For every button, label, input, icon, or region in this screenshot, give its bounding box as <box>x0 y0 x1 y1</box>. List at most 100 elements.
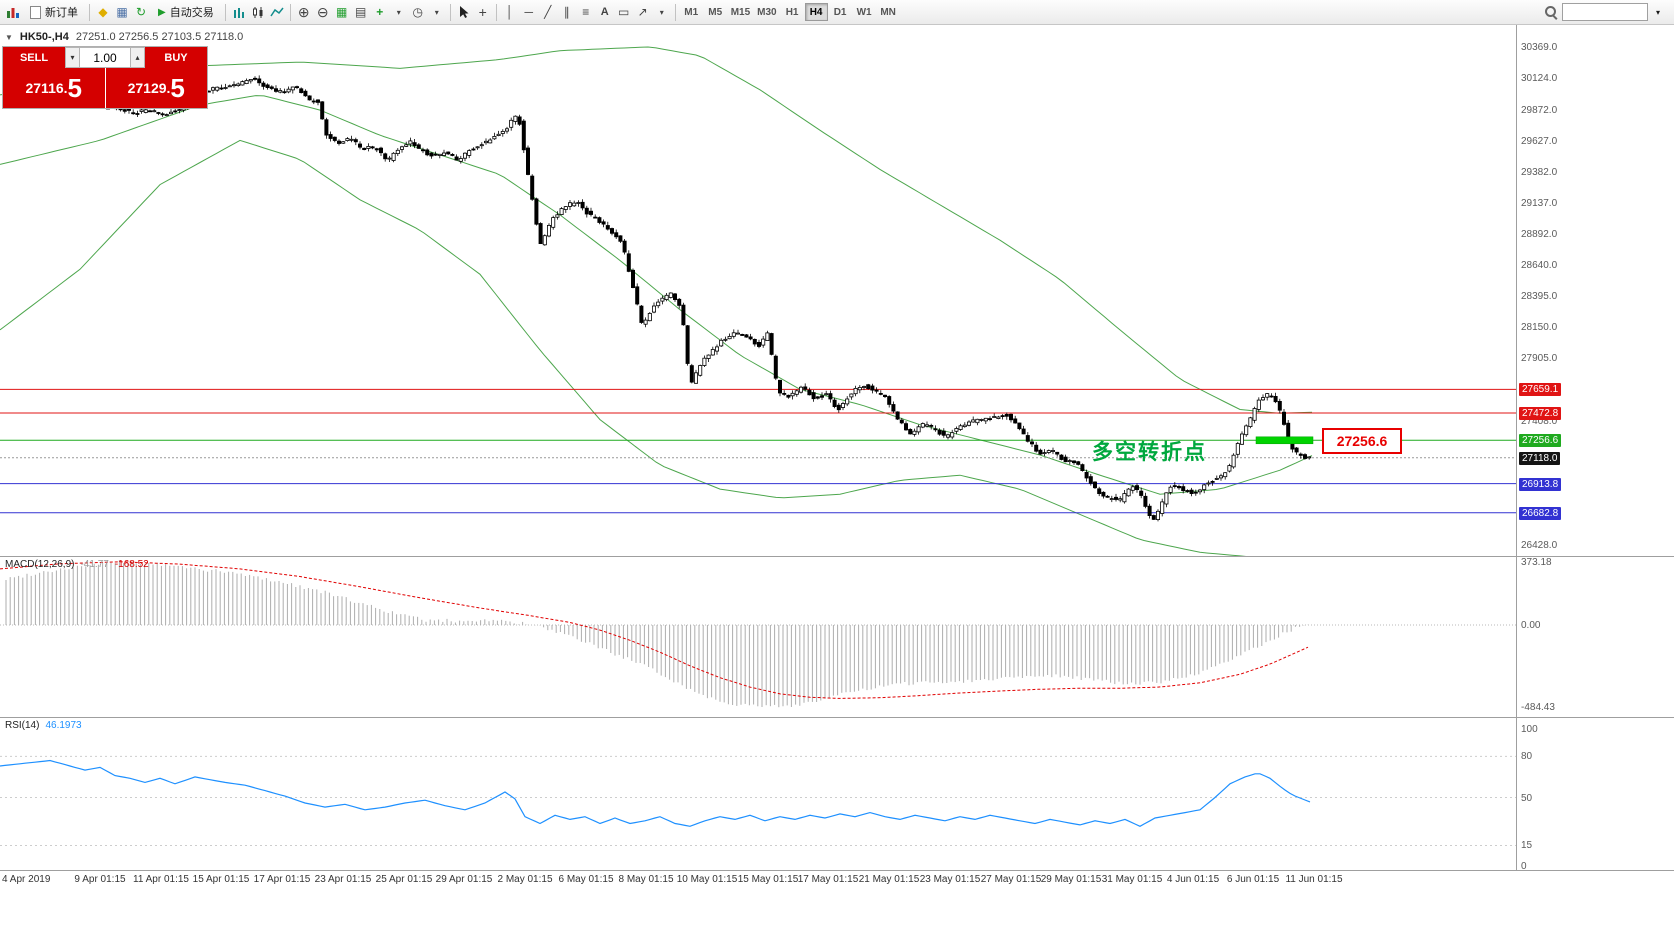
price-line-label: 26913.8 <box>1519 478 1562 491</box>
zoom-out-icon[interactable]: ⊖ <box>316 3 329 20</box>
add-chart-caret-icon[interactable]: ▾ <box>396 7 401 17</box>
timeframe-m30[interactable]: M30 <box>754 3 779 21</box>
sell-price-display[interactable]: 27116. 5 <box>3 68 106 108</box>
symbol-search-input[interactable] <box>1561 3 1648 21</box>
ohlc-values: 27251.0 27256.5 27103.5 27118.0 <box>75 31 244 43</box>
macd-histogram <box>5 560 1309 708</box>
macd-canvas[interactable] <box>0 557 1516 717</box>
buy-button[interactable]: BUY <box>145 47 207 68</box>
crosshair-icon[interactable]: + <box>478 4 487 20</box>
cursor-icon[interactable] <box>455 3 473 21</box>
volume-input[interactable] <box>80 47 130 68</box>
turning-point-annotation[interactable]: 多空转折点 <box>1092 441 1207 464</box>
timeframe-mn[interactable]: MN <box>877 3 900 21</box>
volume-increase-button[interactable]: ▴ <box>130 47 145 68</box>
fibonacci-tool-icon[interactable]: ≡ <box>582 5 590 19</box>
macd-label: MACD(12,26,9) -41.77 -168.52 <box>5 559 149 570</box>
price-callout[interactable]: 27256.6 <box>1322 428 1402 454</box>
axis-tick-label: 50 <box>1521 793 1533 804</box>
line-chart-type-icon[interactable] <box>268 3 286 21</box>
channel-tool-icon[interactable]: ∥ <box>563 5 570 19</box>
time-axis-label: 8 May 01:15 <box>618 874 674 885</box>
time-axis-label: 15 Apr 01:15 <box>192 874 250 885</box>
sell-button[interactable]: SELL <box>3 47 65 68</box>
highlight-segment[interactable] <box>1255 436 1314 445</box>
templates-caret-icon[interactable]: ▾ <box>434 7 439 17</box>
macd-name: MACD(12,26,9) <box>5 559 75 570</box>
axis-tick-label: 100 <box>1521 724 1538 735</box>
time-axis-label: 21 May 01:15 <box>858 874 920 885</box>
axis-tick-label: -484.43 <box>1521 702 1555 713</box>
text-tool-icon[interactable]: A <box>600 6 609 18</box>
time-axis-label: 9 Apr 01:15 <box>74 874 126 885</box>
time-axis[interactable]: 4 Apr 2019 9 Apr 01:15 11 Apr 01:15 15 Apr … <box>0 871 1516 890</box>
macd-main-value: -41.77 <box>80 559 109 570</box>
rsi-line <box>0 759 1311 827</box>
timeframe-m5[interactable]: M5 <box>704 3 727 21</box>
time-axis-label: 29 Apr 01:15 <box>435 874 493 885</box>
shapes-tool-icon[interactable]: ↗ <box>637 5 648 19</box>
panel-separator[interactable] <box>0 717 1674 718</box>
navigator-icon[interactable]: ↻ <box>135 5 147 19</box>
timeframe-m1[interactable]: M1 <box>680 3 703 21</box>
horizontal-line-tool-icon[interactable]: ─ <box>524 5 533 19</box>
symbol-period-label: HK50-,H4 <box>19 31 69 43</box>
time-axis-label: 31 May 01:15 <box>1101 874 1163 885</box>
rsi-canvas[interactable] <box>0 718 1516 870</box>
buy-price-display[interactable]: 27129. 5 <box>105 68 207 108</box>
tile-windows-icon[interactable]: ▤ <box>355 5 367 19</box>
one-click-toggle-icon[interactable]: ▼ <box>5 32 13 42</box>
axis-tick-label: 29382.0 <box>1521 167 1558 178</box>
search-dropdown-button[interactable]: ▾ <box>1652 2 1664 22</box>
sell-price-big-digit: 5 <box>67 73 83 103</box>
axis-tick-label: 80 <box>1521 751 1533 762</box>
auto-trading-play-icon: ▶ <box>158 6 166 18</box>
rsi-name: RSI(14) <box>5 720 40 731</box>
axis-tick-label: 28395.0 <box>1521 291 1558 302</box>
rsi-panel[interactable]: RSI(14) 46.1973 <box>0 718 1516 870</box>
clock-icon[interactable]: ◷ <box>412 5 423 19</box>
toolbar-separator <box>89 3 90 21</box>
price-chart-panel[interactable]: ▼ HK50-,H4 27251.0 27256.5 27103.5 27118… <box>0 25 1516 556</box>
price-chart-canvas[interactable] <box>0 25 1516 556</box>
macd-panel[interactable]: MACD(12,26,9) -41.77 -168.52 <box>0 557 1516 717</box>
auto-trading-label: 自动交易 <box>169 7 214 19</box>
data-window-icon[interactable]: ▦ <box>116 5 128 19</box>
axis-tick-label: 29872.0 <box>1521 105 1558 116</box>
trendline-tool-icon[interactable]: ╱ <box>544 5 552 19</box>
new-order-label: 新订单 <box>45 7 78 19</box>
auto-trading-button[interactable]: ▶ 自动交易 <box>151 2 221 22</box>
bar-chart-type-icon[interactable] <box>230 3 248 21</box>
zoom-in-icon[interactable]: ⊕ <box>297 3 310 20</box>
grid-icon[interactable]: ▦ <box>336 5 348 19</box>
sell-price-main: 27116. <box>25 80 68 96</box>
toolbar-right-group: ▾ <box>1544 2 1670 22</box>
price-axis[interactable]: 30369.0 30124.0 29872.0 29627.0 29382.0 29137… <box>1516 25 1674 872</box>
add-chart-icon[interactable]: + <box>376 5 384 19</box>
candles <box>106 75 1312 522</box>
timeframe-d1[interactable]: D1 <box>829 3 852 21</box>
timeframe-w1[interactable]: W1 <box>853 3 876 21</box>
volume-decrease-button[interactable]: ▾ <box>65 47 80 68</box>
time-axis-label: 23 Apr 01:15 <box>314 874 372 885</box>
vertical-line-tool-icon[interactable]: │ <box>505 5 514 19</box>
label-tool-icon[interactable]: ▭ <box>618 5 630 19</box>
market-watch-icon[interactable]: ◆ <box>98 5 108 19</box>
timeframe-h4[interactable]: H4 <box>804 3 828 21</box>
rsi-label: RSI(14) 46.1973 <box>5 720 82 731</box>
axis-tick-label: 27408.0 <box>1521 416 1558 427</box>
buy-price-main: 27129. <box>127 80 171 96</box>
timeframe-h1[interactable]: H1 <box>781 3 804 21</box>
one-click-trade-panel: SELL ▾ ▴ BUY 27116.5 27129.5 <box>2 46 208 109</box>
terminal-icon <box>4 3 22 21</box>
new-order-button[interactable]: 新订单 <box>23 2 85 22</box>
panel-separator[interactable] <box>0 556 1674 557</box>
timeframe-m15[interactable]: M15 <box>728 3 753 21</box>
time-axis-label: 4 Apr 2019 <box>2 874 51 885</box>
axis-tick-label: 15 <box>1521 840 1533 851</box>
candlestick-type-icon[interactable] <box>249 3 267 21</box>
rsi-value: 46.1973 <box>45 720 82 731</box>
toolbar-separator <box>224 3 226 21</box>
shapes-caret-icon[interactable]: ▾ <box>659 7 664 17</box>
